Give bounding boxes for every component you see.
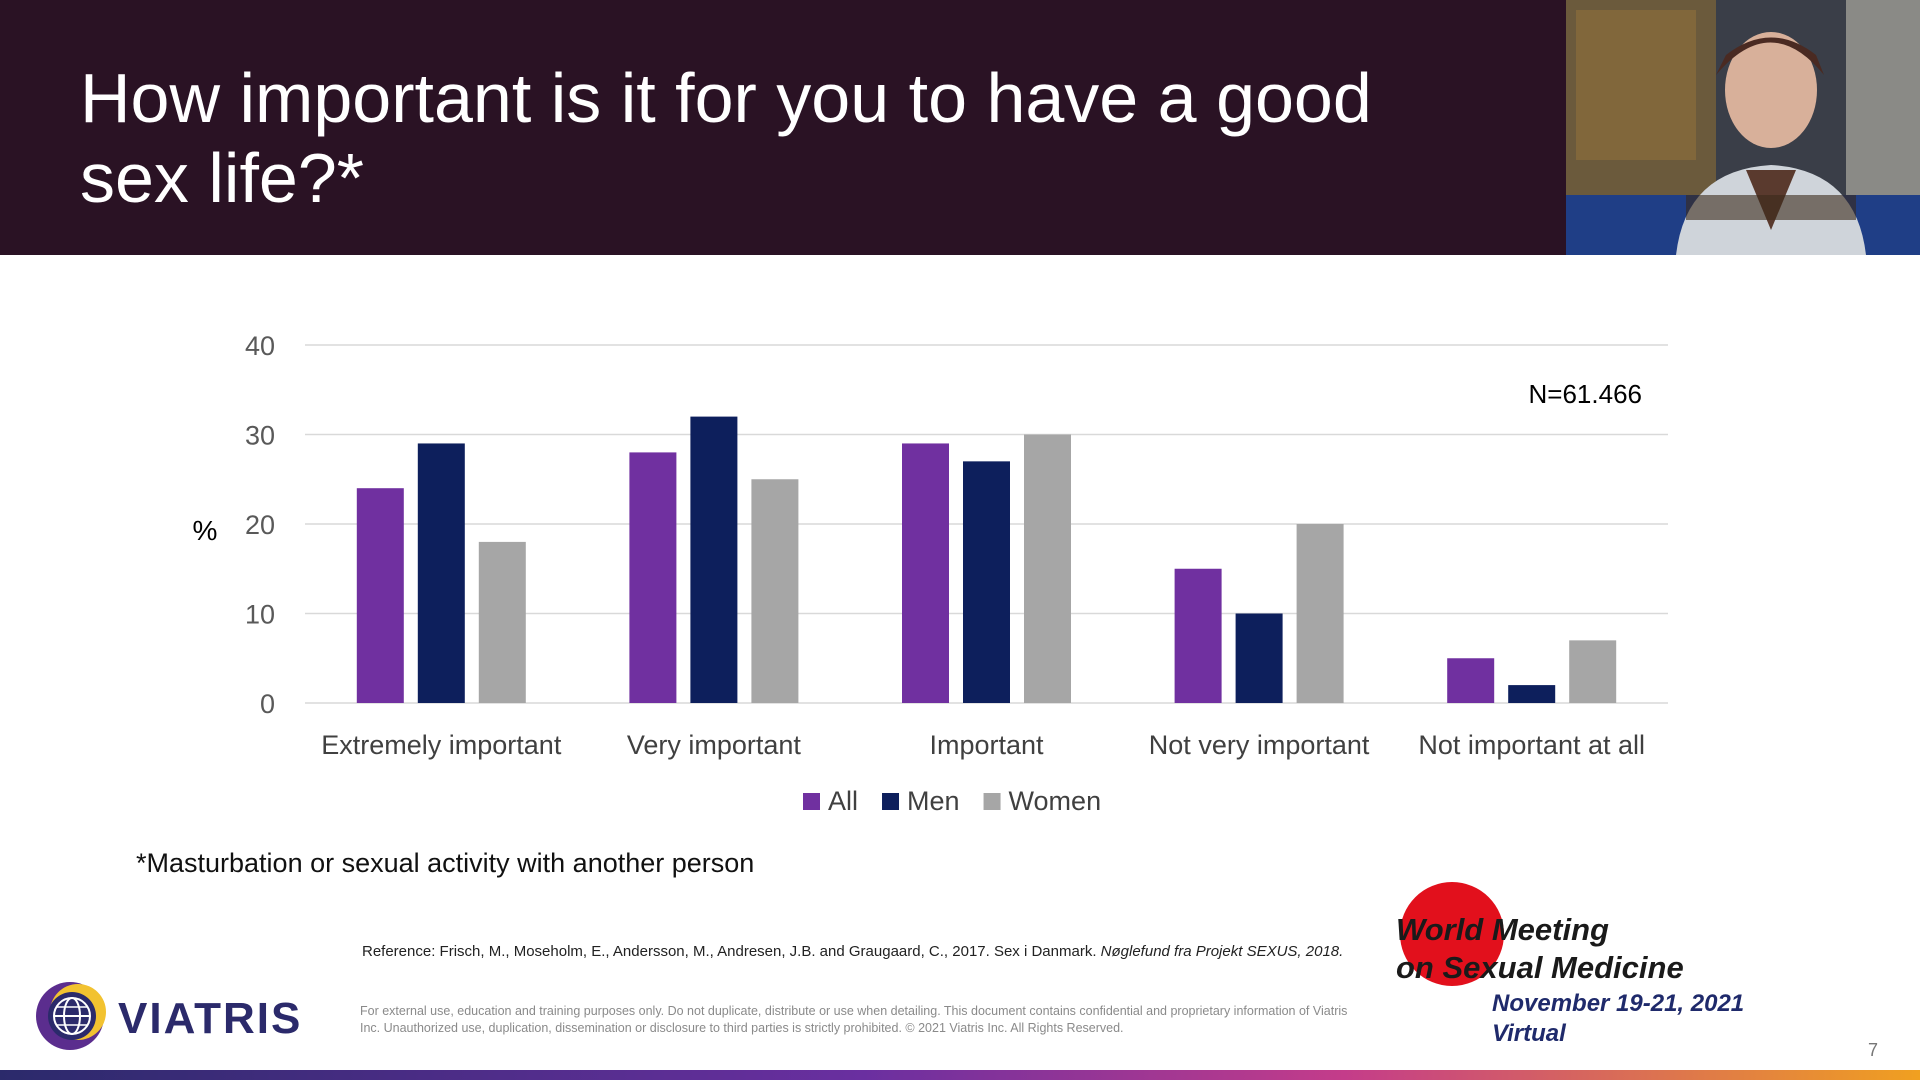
x-axis-ticks: Extremely important Very important Importa… (321, 730, 1645, 760)
y-tick-label: 30 (245, 421, 275, 451)
bar-all (1447, 658, 1495, 703)
event-logo: World Meeting on Sexual Medicine Novembe… (1340, 880, 1760, 1055)
bar-women (1296, 524, 1344, 703)
y-axis-ticks: 0 10 20 30 40 (245, 331, 275, 719)
legend-label: All (828, 786, 858, 816)
bar-women (478, 541, 526, 703)
legend-swatch (803, 793, 820, 810)
webcam-feed (1566, 0, 1920, 255)
bar-all (629, 452, 677, 703)
bottom-accent-bar (0, 1070, 1920, 1080)
disclaimer: For external use, education and training… (360, 1004, 1348, 1035)
y-axis-label: % (193, 515, 218, 546)
chart-area: 0 10 20 30 40 % Extremely important Very impo… (0, 255, 1920, 855)
bar-women (751, 479, 799, 703)
bar-all (902, 443, 949, 703)
reference-text: Reference: Frisch, M., Moseholm, E., And… (362, 943, 1101, 960)
event-place: Virtual (1492, 1020, 1566, 1047)
slide-header: How important is it for you to have a go… (0, 0, 1920, 255)
red-sun-icon (1400, 882, 1504, 986)
x-tick-label: Not important at all (1418, 730, 1645, 760)
reference: Reference: Frisch, M., Moseholm, E., And… (362, 942, 1352, 962)
reference-italic: Nøglefund fra Projekt SEXUS, 2018. (1100, 943, 1344, 960)
bars (356, 416, 1617, 703)
bar-men (417, 443, 465, 703)
y-tick-label: 0 (260, 689, 275, 719)
page-number: 7 (1868, 1040, 1879, 1060)
legend-label: Men (907, 786, 960, 816)
x-tick-label: Extremely important (321, 730, 562, 760)
slide-title: How important is it for you to have a go… (80, 59, 1372, 217)
bar-women (1569, 640, 1617, 703)
bar-men (963, 461, 1010, 703)
x-tick-label: Important (929, 730, 1044, 760)
bar-women (1024, 434, 1071, 703)
x-tick-label: Very important (627, 730, 802, 760)
viatris-logo: VIATRIS (34, 978, 304, 1058)
viatris-wordmark: VIATRIS (118, 994, 303, 1043)
sample-size-annotation: N=61.466 (1529, 379, 1642, 409)
legend-swatch (983, 793, 1001, 810)
x-tick-label: Not very important (1149, 730, 1370, 760)
bar-all (1174, 568, 1222, 703)
event-name-line2: on Sexual Medicine (1396, 950, 1684, 985)
event-name-line1: World Meeting (1396, 912, 1609, 947)
bar-all (356, 488, 404, 703)
y-tick-label: 20 (245, 510, 275, 540)
y-tick-label: 40 (245, 331, 275, 361)
bar-men (690, 416, 738, 703)
bar-men (1508, 685, 1556, 703)
globe-icon (36, 982, 106, 1050)
y-tick-label: 10 (245, 600, 275, 630)
legend-label: Women (1009, 786, 1102, 816)
legend-swatch (882, 793, 900, 810)
footnote: *Masturbation or sexual activity with an… (136, 848, 755, 878)
legend: All Men Women (803, 786, 1101, 816)
bar-men (1235, 613, 1283, 703)
bar-chart: 0 10 20 30 40 % Extremely important Very impo… (193, 331, 1668, 816)
event-date: November 19-21, 2021 (1492, 990, 1745, 1017)
